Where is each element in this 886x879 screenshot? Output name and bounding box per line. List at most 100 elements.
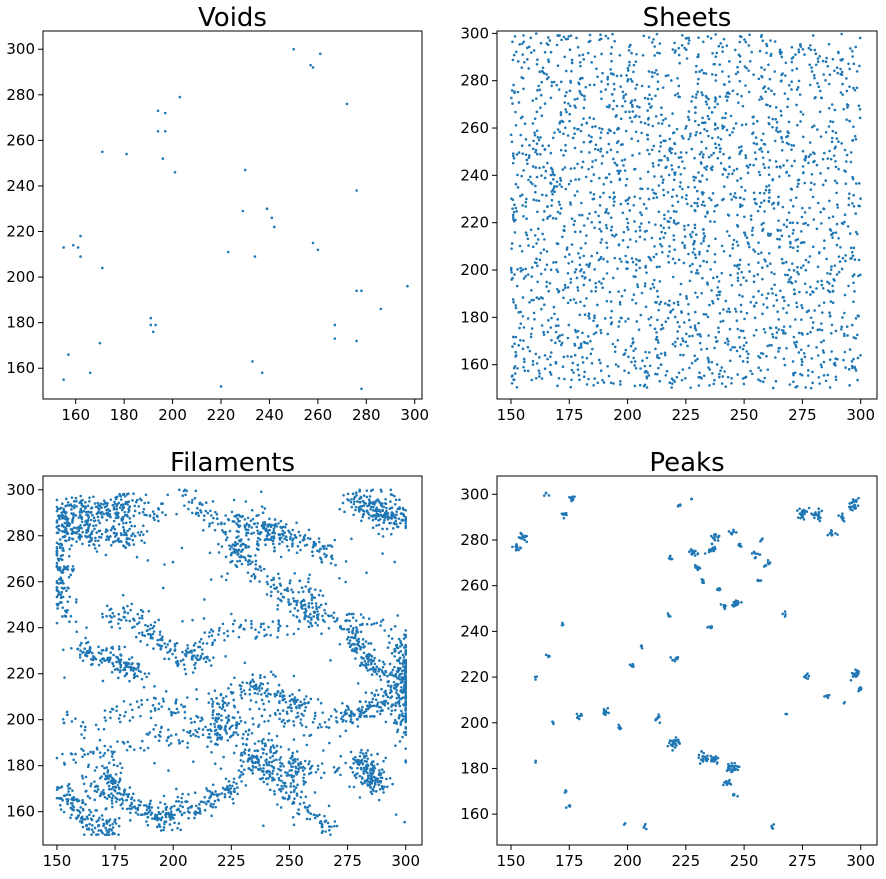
data-point — [568, 324, 571, 327]
data-point — [702, 240, 705, 243]
data-point — [355, 189, 358, 192]
data-point — [382, 695, 385, 698]
data-point — [352, 513, 355, 516]
data-point — [599, 257, 602, 260]
data-point — [553, 81, 556, 84]
data-point — [671, 204, 674, 207]
data-point — [62, 378, 65, 381]
data-point — [203, 519, 206, 522]
data-point — [258, 708, 261, 711]
data-point — [535, 353, 538, 356]
data-point — [567, 35, 570, 38]
data-point — [819, 111, 822, 114]
data-point — [639, 236, 642, 239]
data-point — [512, 298, 515, 301]
data-point — [105, 554, 108, 557]
data-point — [119, 669, 122, 672]
data-point — [770, 271, 773, 274]
data-point — [127, 666, 130, 669]
data-point — [186, 742, 189, 745]
data-point — [223, 639, 226, 642]
data-point — [777, 350, 780, 353]
data-point — [803, 182, 806, 185]
data-point — [359, 701, 362, 704]
data-point — [582, 284, 585, 287]
data-point — [626, 261, 629, 264]
data-point — [534, 185, 537, 188]
data-point — [117, 668, 120, 671]
data-point — [617, 290, 620, 293]
data-point — [736, 179, 739, 182]
data-point — [547, 144, 550, 147]
data-point — [132, 533, 135, 536]
data-point — [579, 270, 582, 273]
data-point — [278, 779, 281, 782]
data-point — [56, 622, 59, 625]
data-point — [770, 344, 773, 347]
data-point — [697, 198, 700, 201]
data-point — [579, 301, 582, 304]
data-point — [123, 700, 126, 703]
data-point — [109, 824, 112, 827]
data-point — [185, 649, 188, 652]
data-point — [662, 189, 665, 192]
data-point — [254, 554, 257, 557]
data-point — [843, 335, 846, 338]
data-point — [819, 90, 822, 93]
data-point — [535, 199, 538, 202]
data-point — [202, 529, 205, 532]
data-point — [202, 734, 205, 737]
data-point — [744, 84, 747, 87]
data-point — [657, 88, 660, 91]
data-point — [702, 228, 705, 231]
data-point — [128, 620, 131, 623]
data-point — [576, 190, 579, 193]
data-point — [68, 620, 71, 623]
data-point — [574, 194, 577, 197]
data-point — [737, 276, 740, 279]
data-point — [406, 285, 409, 288]
data-point — [184, 494, 187, 497]
data-point — [653, 245, 656, 248]
data-point — [103, 823, 106, 826]
data-point — [706, 178, 709, 181]
x-tick-label: 175 — [555, 406, 584, 424]
data-point — [66, 800, 69, 803]
data-point — [343, 714, 346, 717]
data-point — [663, 218, 666, 221]
data-point — [678, 258, 681, 261]
data-point — [606, 227, 609, 230]
data-point — [519, 267, 522, 270]
data-point — [781, 141, 784, 144]
data-point — [232, 623, 235, 626]
data-point — [786, 159, 789, 162]
data-point — [125, 153, 128, 156]
data-point — [694, 120, 697, 123]
data-point — [149, 809, 152, 812]
data-point — [541, 193, 544, 196]
data-point — [706, 130, 709, 133]
data-point — [79, 235, 82, 238]
data-point — [92, 751, 95, 754]
data-point — [647, 374, 650, 377]
data-point — [336, 825, 339, 828]
data-point — [555, 217, 558, 220]
data-point — [71, 537, 74, 540]
data-point — [769, 159, 772, 162]
data-point — [788, 269, 791, 272]
data-point — [616, 75, 619, 78]
data-point — [671, 148, 674, 151]
data-point — [570, 278, 573, 281]
data-point — [278, 684, 281, 687]
data-point — [142, 610, 145, 613]
data-point — [585, 297, 588, 300]
data-point — [59, 558, 62, 561]
data-point — [550, 190, 553, 193]
data-point — [85, 536, 88, 539]
data-point — [210, 664, 213, 667]
data-point — [689, 135, 692, 138]
data-point — [311, 550, 314, 553]
data-point — [56, 550, 59, 553]
data-point — [829, 120, 832, 123]
data-point — [212, 700, 215, 703]
